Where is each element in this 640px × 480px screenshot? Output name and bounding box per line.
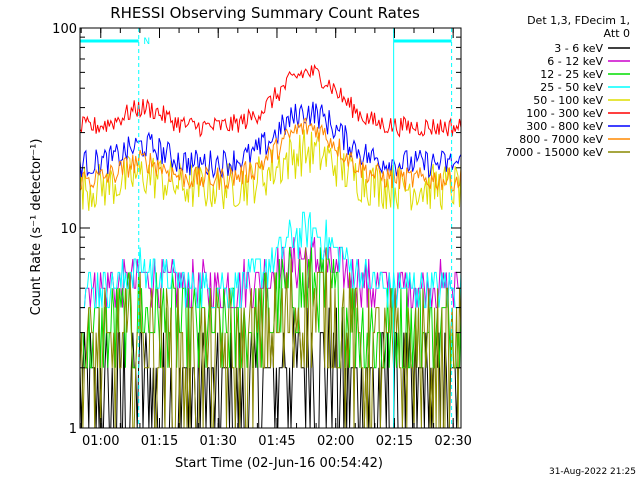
y-tick-label-1: 10 [60,222,77,237]
series-line-8 [79,247,462,429]
legend-label-3: 25 - 50 keV [540,81,603,94]
legend-label-2: 12 - 25 keV [540,68,603,81]
x-axis-label: Start Time (02-Jun-16 00:54:42) [175,456,383,471]
x-tick-label-1: 01:15 [141,434,178,449]
legend-label-6: 300 - 800 keV [526,120,603,133]
legend-label-5: 100 - 300 keV [526,107,603,120]
y-tick-label-2: 100 [52,22,77,37]
series-line-5 [79,63,462,138]
legend-label-0: 3 - 6 keV [554,42,603,55]
y-tick-label-0: 1 [69,422,77,437]
x-tick-label-4: 02:00 [317,434,354,449]
legend-label-4: 50 - 100 keV [533,94,603,107]
series-line-3 [80,211,462,309]
legend-header-line-1: Det 1,3, FDecim 1, [527,14,630,27]
x-tick-label-0: 01:00 [82,434,119,449]
timestamp: 31-Aug-2022 21:25 [549,467,636,477]
legend-label-8: 7000 - 15000 keV [505,146,603,159]
legend-label-7: 800 - 7000 keV [519,133,603,146]
legend-header-line-2: Att 0 [604,27,630,40]
x-tick-label-5: 02:15 [376,434,413,449]
x-tick-label-2: 01:30 [199,434,236,449]
series-line-7 [79,117,462,192]
y-axis-label: Count Rate (s⁻¹ detector⁻¹) [29,139,44,316]
chart-title: RHESSI Observing Summary Count Rates [110,4,420,22]
legend-label-1: 6 - 12 keV [547,55,603,68]
x-tick-label-6: 02:30 [434,434,471,449]
x-tick-label-3: 01:45 [258,434,295,449]
night-flag-label: N [143,37,150,47]
series-line-4 [79,129,462,211]
plot-area: N 1 10 100 01:00 01:15 01:30 01:45 02:00 02:15 02:… [52,22,472,449]
